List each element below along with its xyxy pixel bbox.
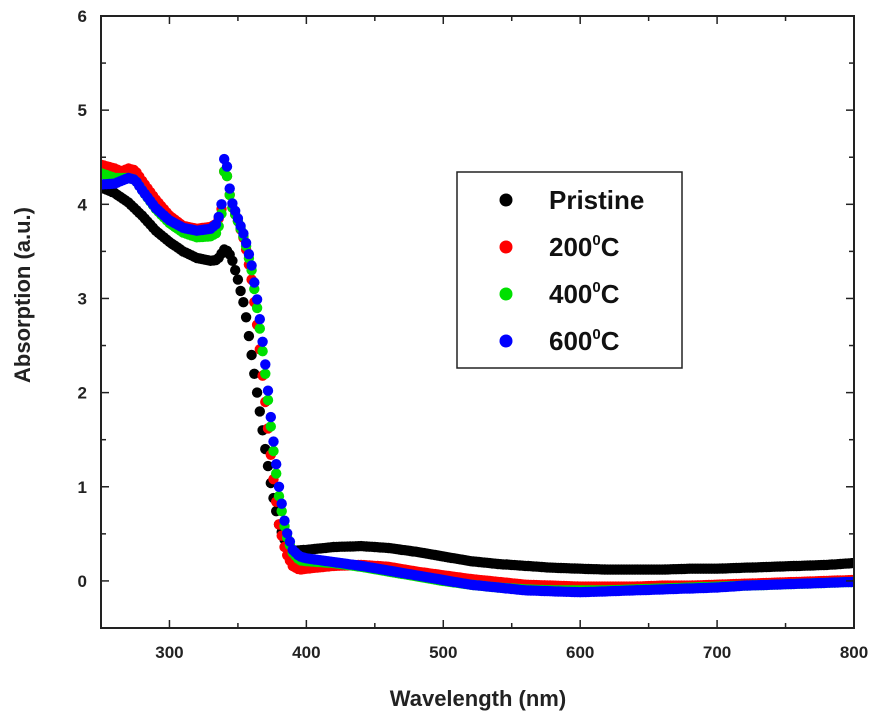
data-point — [238, 228, 249, 239]
y-tick-label: 5 — [78, 101, 87, 120]
x-axis: 300 400 500 600 700 800 — [100, 16, 868, 662]
data-point — [221, 170, 233, 182]
data-point — [254, 314, 265, 325]
data-point — [230, 265, 241, 276]
data-point — [238, 297, 249, 308]
y-tick-label: 3 — [78, 289, 87, 308]
legend-marker — [499, 193, 513, 207]
y-tick-label: 0 — [78, 572, 87, 591]
data-point — [251, 302, 263, 314]
data-point — [254, 323, 265, 334]
y-tick-label: 1 — [78, 478, 87, 497]
series-4 — [101, 153, 854, 598]
legend-marker — [499, 334, 513, 348]
data-point — [221, 161, 233, 172]
x-tick-label: 600 — [566, 643, 594, 662]
x-tick-label: 800 — [840, 643, 868, 662]
plot-area-frame — [100, 15, 855, 629]
data-point — [213, 211, 224, 223]
data-point — [227, 255, 238, 266]
data-point — [262, 385, 274, 396]
data-point — [246, 260, 257, 271]
data-point — [262, 460, 274, 472]
x-axis-title: Wavelength (nm) — [390, 686, 566, 711]
x-tick-label: 700 — [703, 643, 731, 662]
data-point — [246, 349, 257, 361]
legend-label: Pristine — [549, 185, 644, 215]
data-point — [271, 459, 282, 470]
data-point — [243, 249, 255, 260]
data-point — [284, 536, 296, 547]
data-point — [276, 498, 287, 509]
data-point — [273, 481, 285, 492]
data-point — [254, 406, 265, 417]
data-point — [260, 368, 271, 379]
data-point — [260, 359, 271, 370]
x-tick-label: 300 — [155, 643, 183, 662]
y-tick-label: 2 — [78, 384, 87, 403]
x-tick-label: 400 — [292, 643, 320, 662]
y-tick-label: 4 — [78, 195, 88, 214]
data-point — [224, 183, 235, 194]
data-point — [249, 368, 260, 379]
legend: Pristine 2000C 4000C 6000C — [456, 171, 683, 369]
data-point — [235, 285, 246, 297]
data-point — [271, 468, 282, 479]
data-point — [848, 557, 854, 569]
data-point — [262, 394, 274, 406]
y-axis: 0 1 2 3 4 5 6 — [78, 7, 854, 629]
legend-label: 2000C — [549, 232, 620, 262]
data-point — [268, 436, 279, 447]
data-point — [268, 445, 279, 457]
data-point — [243, 330, 255, 342]
data-point — [257, 346, 268, 357]
legend-marker — [499, 240, 513, 254]
data-point — [265, 421, 276, 432]
data-point — [848, 576, 854, 588]
series-1 — [101, 182, 854, 575]
data-point — [265, 411, 276, 423]
legend-marker — [499, 287, 513, 301]
y-tick-label: 6 — [78, 7, 87, 26]
legend-label: 6000C — [549, 326, 620, 356]
data-point — [257, 336, 268, 347]
series-layer — [101, 153, 854, 598]
legend-box — [456, 171, 683, 369]
data-point — [216, 199, 227, 210]
data-point — [276, 506, 287, 517]
data-point — [251, 294, 263, 305]
data-point — [251, 387, 263, 398]
data-point — [279, 515, 290, 526]
data-point — [249, 277, 260, 288]
x-tick-label: 500 — [429, 643, 457, 662]
legend-label: 4000C — [549, 279, 620, 309]
y-axis-title: Absorption (a.u.) — [10, 207, 35, 383]
data-point — [282, 528, 293, 539]
data-point — [240, 312, 252, 323]
data-point — [232, 274, 244, 285]
data-point — [240, 237, 252, 249]
